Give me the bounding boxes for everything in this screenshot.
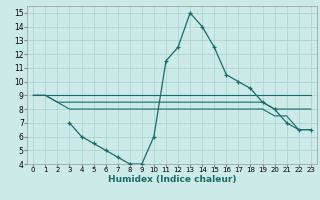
X-axis label: Humidex (Indice chaleur): Humidex (Indice chaleur): [108, 175, 236, 184]
